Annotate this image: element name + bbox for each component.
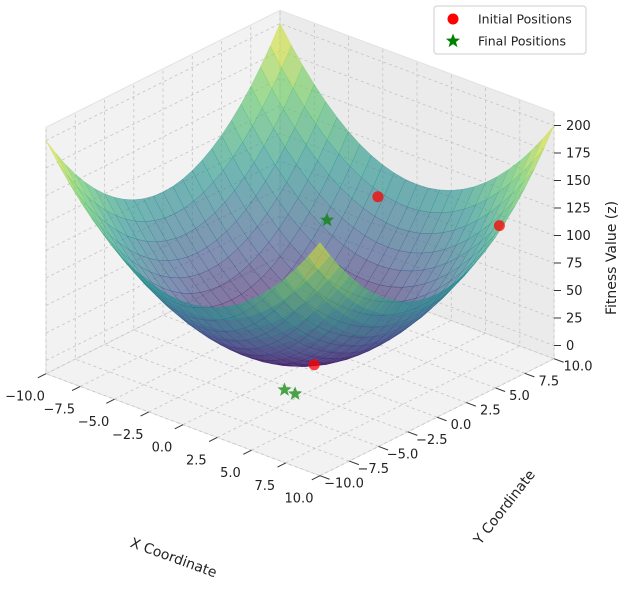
grid-line: [45, 50, 555, 169]
grid-line: [191, 54, 467, 403]
axis-ticks: −10.0−7.5−5.0−2.50.02.55.07.510.0−10.0−7…: [5, 119, 592, 507]
x-tick-label: 5.0: [220, 466, 241, 481]
final-position-marker: [320, 212, 335, 227]
y-tick-label: −2.5: [416, 433, 448, 448]
legend: Initial Positions Final Positions: [433, 5, 587, 55]
x-tick-label: −5.0: [78, 415, 110, 430]
z-tick-label: 125: [566, 202, 591, 217]
z-tick-label: 100: [566, 229, 591, 244]
legend-box: [433, 5, 587, 55]
grid-line: [45, 127, 321, 477]
z-tick-label: 150: [566, 174, 591, 189]
fitness-surface: [45, 23, 555, 367]
y-tick-mark: [436, 416, 447, 422]
grid-line: [133, 83, 408, 433]
y-tick-mark: [495, 387, 506, 392]
x-tick-label: 2.5: [186, 453, 207, 468]
initial-position-marker: [308, 359, 320, 371]
z-axis-label: Fitness Value (z): [604, 201, 620, 315]
y-tick-label: −7.5: [358, 462, 390, 477]
y-tick-label: 7.5: [538, 374, 559, 389]
y-tick-mark: [349, 460, 360, 466]
final-position-marker: [277, 382, 292, 396]
grid-line: [162, 68, 438, 418]
x-tick-mark: [174, 424, 184, 430]
x-tick-label: 10.0: [285, 492, 314, 507]
legend-label-initial: Initial Positions: [478, 12, 572, 27]
grid-line: [45, 243, 555, 361]
grid-line: [45, 105, 555, 224]
x-tick-mark: [243, 449, 252, 455]
final-position-marker: [288, 386, 303, 400]
x-axis-label: X Coordinate: [128, 535, 219, 581]
y-tick-label: −5.0: [387, 447, 419, 462]
x-tick-label: 0.0: [152, 441, 173, 456]
x-tick-label: −2.5: [112, 428, 144, 443]
x-tick-mark: [277, 462, 286, 468]
z-tick-label: 75: [566, 257, 583, 272]
y-tick-mark: [407, 431, 418, 436]
y-tick-label: 5.0: [509, 389, 530, 404]
y-axis-label: Y Coordinate: [470, 467, 538, 548]
z-tick-label: 175: [566, 147, 591, 162]
legend-marker-final: [445, 33, 461, 48]
surface-patch: [308, 242, 331, 269]
y-tick-mark: [466, 402, 477, 407]
y-tick-label: −10.0: [324, 477, 364, 492]
y-tick-mark: [319, 475, 330, 480]
x-tick-mark: [37, 373, 47, 379]
y-tick-label: 0.0: [451, 418, 472, 433]
x-tick-label: 7.5: [254, 479, 275, 494]
initial-position-marker: [493, 220, 505, 232]
y-tick-mark: [553, 358, 564, 363]
x-tick-mark: [208, 437, 218, 442]
initial-position-marker: [372, 191, 384, 203]
grid-line: [45, 215, 555, 334]
x-tick-label: −7.5: [44, 402, 76, 417]
z-tick-label: 0: [566, 339, 574, 354]
y-tick-label: 2.5: [480, 404, 501, 419]
grid-line: [74, 112, 350, 462]
grid-line: [221, 39, 496, 389]
legend-marker-initial: [447, 13, 459, 25]
x-tick-mark: [140, 411, 149, 417]
z-tick-label: 200: [566, 119, 591, 134]
legend-label-final: Final Positions: [478, 34, 566, 49]
z-tick-label: 50: [566, 284, 583, 299]
x-tick-mark: [311, 475, 321, 481]
y-tick-mark: [378, 445, 389, 451]
x-tick-mark: [106, 398, 115, 404]
x-tick-mark: [71, 386, 81, 391]
grid-line: [104, 98, 379, 447]
x-tick-label: −10.0: [5, 390, 45, 405]
grid-line: [45, 78, 555, 196]
z-tick-label: 25: [566, 312, 583, 327]
y-tick-mark: [524, 372, 535, 378]
y-tick-label: 10.0: [564, 360, 593, 375]
grid-line: [45, 23, 555, 141]
data-points: [277, 191, 505, 400]
